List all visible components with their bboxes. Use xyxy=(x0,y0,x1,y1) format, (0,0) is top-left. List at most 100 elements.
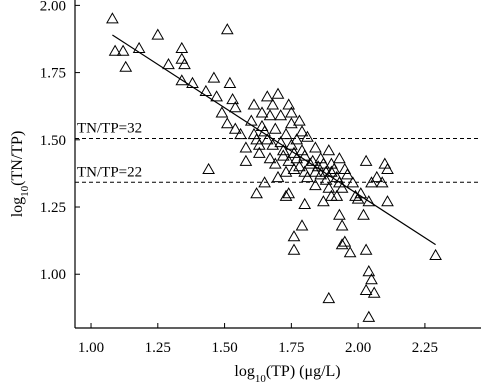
data-point xyxy=(215,106,229,118)
data-point xyxy=(175,74,189,86)
data-point xyxy=(290,133,304,145)
data-point xyxy=(226,92,239,105)
data-point xyxy=(303,157,317,169)
data-point xyxy=(317,157,330,169)
fit-line xyxy=(112,34,436,246)
y-tick-label: 2.00 xyxy=(40,0,66,14)
data-point xyxy=(268,122,282,134)
data-point xyxy=(317,195,330,207)
data-point xyxy=(335,181,349,193)
data-point xyxy=(279,189,293,201)
data-point xyxy=(263,109,277,121)
data-point xyxy=(287,230,301,242)
data-point xyxy=(239,154,253,166)
data-point xyxy=(309,141,322,153)
data-point xyxy=(279,127,293,140)
data-point xyxy=(319,173,333,185)
data-point xyxy=(322,181,336,193)
data-point xyxy=(306,154,320,166)
y-axis-title: log10(TN/TP) xyxy=(9,131,31,218)
data-point xyxy=(362,195,376,207)
data-point xyxy=(266,98,280,110)
data-point xyxy=(295,219,309,231)
data-point xyxy=(293,160,306,172)
data-point xyxy=(274,135,288,148)
data-point xyxy=(311,160,325,172)
data-point xyxy=(351,192,365,204)
data-points xyxy=(106,12,442,322)
data-point xyxy=(349,189,362,201)
data-point xyxy=(234,127,247,140)
data-point xyxy=(359,243,373,255)
x-tick-label: 1.00 xyxy=(78,340,104,356)
data-point xyxy=(258,176,271,188)
data-point xyxy=(298,149,312,161)
data-point xyxy=(162,57,175,70)
data-point xyxy=(309,165,322,177)
data-point xyxy=(210,90,223,102)
data-point xyxy=(293,114,306,126)
data-point xyxy=(282,187,296,199)
data-point xyxy=(325,165,338,177)
data-point xyxy=(247,98,261,110)
data-point xyxy=(276,149,290,161)
data-point xyxy=(343,246,357,258)
x-tick-label: 2.25 xyxy=(412,340,438,356)
data-point xyxy=(279,165,293,177)
data-point xyxy=(330,189,344,201)
data-point xyxy=(322,144,336,156)
trend-line xyxy=(112,34,436,246)
data-point xyxy=(276,144,290,156)
axis-ticks: 1.00 1.25 1.50 1.75 2.00 2.25 1.00 1.25 1.50 1.75… xyxy=(40,0,438,356)
data-point xyxy=(282,98,296,110)
data-point xyxy=(228,100,242,113)
data-point xyxy=(263,152,277,164)
data-point xyxy=(220,23,234,35)
data-point xyxy=(341,168,354,180)
data-point xyxy=(271,87,285,99)
data-point xyxy=(370,170,384,183)
data-point xyxy=(220,117,234,129)
x-tick-label: 1.25 xyxy=(145,340,171,356)
data-point xyxy=(287,162,301,174)
data-point xyxy=(186,76,199,88)
data-point xyxy=(381,195,394,207)
data-point xyxy=(287,243,301,255)
data-point xyxy=(367,286,381,298)
data-point xyxy=(338,235,352,247)
reference-lines: TN/TP=32 TN/TP=22 xyxy=(75,120,481,183)
data-point xyxy=(260,90,274,102)
data-point xyxy=(314,168,328,180)
data-point xyxy=(199,84,213,96)
data-point xyxy=(116,44,130,56)
reference-line-label: TN/TP=32 xyxy=(77,120,142,136)
data-point xyxy=(362,264,376,277)
y-tick-label: 1.50 xyxy=(40,133,66,149)
x-tick-label: 2.00 xyxy=(345,340,371,356)
data-point xyxy=(346,176,360,188)
data-point xyxy=(260,133,274,145)
data-point xyxy=(268,157,282,169)
data-point xyxy=(132,41,146,53)
data-point xyxy=(295,125,309,137)
data-point xyxy=(255,106,269,118)
data-point xyxy=(239,141,253,153)
data-point xyxy=(285,117,298,129)
data-point xyxy=(252,138,266,150)
data-point xyxy=(333,152,346,164)
data-point xyxy=(429,248,442,260)
y-tick-label: 1.00 xyxy=(40,267,66,283)
y-tick-label: 1.75 xyxy=(40,66,66,82)
data-point xyxy=(322,291,336,304)
data-point xyxy=(290,152,304,164)
x-tick-label: 1.50 xyxy=(211,340,237,356)
data-point xyxy=(301,130,314,142)
data-point xyxy=(309,178,322,191)
data-point xyxy=(175,41,189,53)
data-point xyxy=(119,60,133,72)
data-point xyxy=(202,162,215,174)
data-point xyxy=(274,109,288,121)
data-point xyxy=(271,170,285,183)
data-point xyxy=(207,71,221,83)
